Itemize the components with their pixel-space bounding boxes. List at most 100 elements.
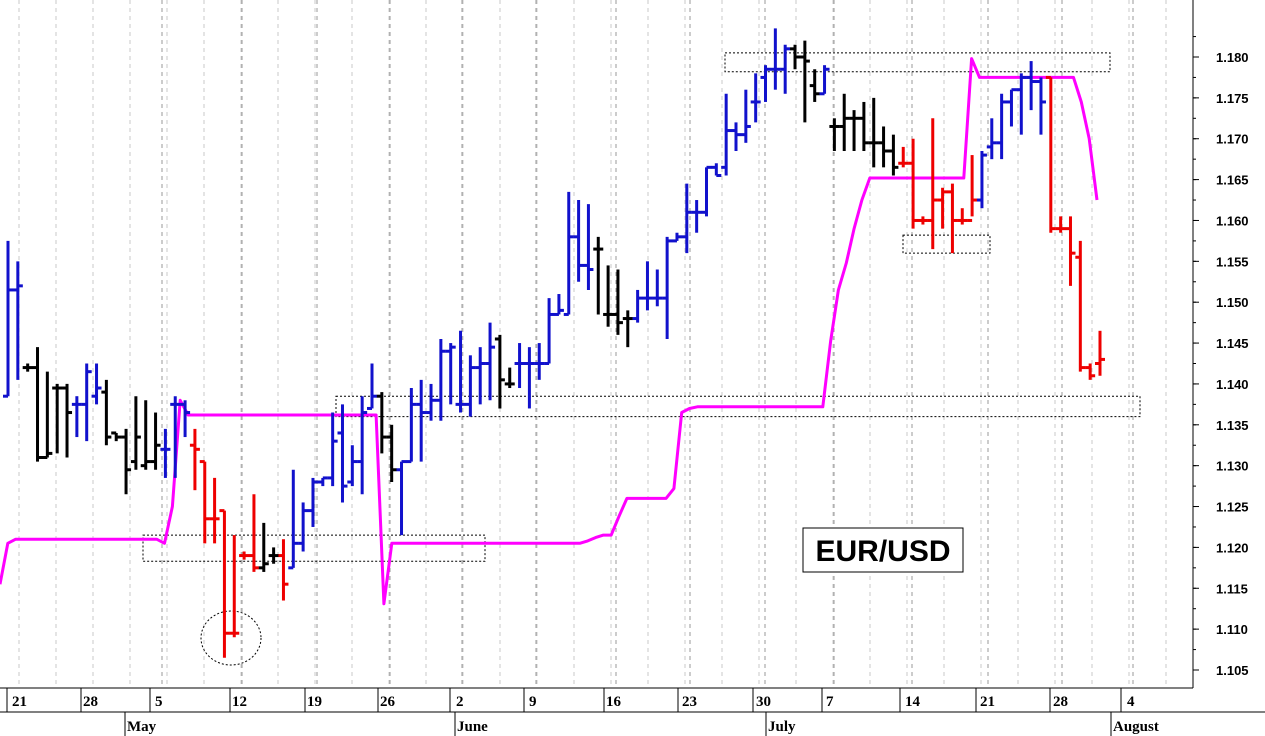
price-axis: 1.105 1.110 1.115 1.120 1.125 1.130 1.135 1.140…	[1192, 0, 1249, 688]
ohlc-bar	[927, 118, 938, 250]
ohlc-bar	[485, 322, 496, 401]
ohlc-bar	[298, 502, 309, 552]
ohlc-bar	[1026, 61, 1037, 111]
x-tick-label: 14	[905, 694, 921, 710]
ohlc-bar	[849, 110, 860, 151]
ohlc-bar	[1045, 75, 1056, 233]
ohlc-bar	[357, 396, 368, 495]
ohlc-bar	[180, 400, 191, 438]
zone-box	[335, 395, 1141, 418]
ohlc-bar	[721, 93, 732, 176]
ohlc-bar	[32, 347, 43, 462]
ohlc-bar	[121, 428, 132, 495]
x-tick-label: 30	[756, 694, 771, 710]
month-label: June	[457, 719, 488, 735]
ohlc-bar	[642, 261, 653, 311]
y-tick-label: 1.120	[1216, 540, 1249, 555]
ohlc-bar	[111, 431, 122, 442]
x-tick-label: 12	[232, 694, 247, 710]
ohlc-bar	[396, 460, 407, 536]
y-tick-label: 1.140	[1216, 377, 1249, 392]
ohlc-bar	[1016, 73, 1027, 135]
ohlc-bar	[790, 44, 801, 70]
ohlc-bar	[534, 343, 545, 380]
y-tick-label: 1.110	[1216, 622, 1248, 637]
ohlc-bar	[573, 200, 584, 282]
x-tick-label: 21	[980, 694, 995, 710]
pair-label: EUR/USD	[802, 527, 964, 573]
ohlc-bar	[1065, 216, 1076, 286]
y-tick-label: 1.165	[1216, 173, 1249, 188]
ohlc-bar	[888, 134, 899, 176]
x-tick-label: 23	[682, 694, 697, 710]
vertical-gridlines	[18, 0, 1167, 688]
ohlc-bar	[1095, 330, 1105, 376]
ohlc-bar	[406, 388, 417, 464]
ohlc-bar	[376, 392, 387, 454]
ohlc-bar	[662, 236, 673, 339]
ohlc-bar	[740, 89, 751, 143]
ohlc-bar	[258, 522, 269, 572]
ohlc-bar	[426, 383, 437, 421]
x-tick-label: 4	[1127, 694, 1135, 710]
ohlc-bar	[750, 73, 761, 123]
ohlc-bar	[307, 477, 318, 527]
ohlc-bar	[780, 44, 791, 94]
ohlc-bar	[130, 396, 141, 470]
ohlc-bar	[475, 347, 486, 405]
date-axis: 21 28 5 12 19 26 2 9 16 23 30 7 14 21 28 4 May June July Au…	[0, 687, 1265, 736]
ohlc-bar	[819, 65, 830, 96]
ohlc-bar	[150, 412, 161, 470]
ohlc-bar	[268, 547, 279, 564]
x-tick-label: 28	[83, 694, 98, 710]
pair-label-text: EUR/USD	[815, 535, 950, 568]
ohlc-bar	[278, 539, 289, 601]
ohlc-bar	[504, 367, 515, 389]
ohlc-bar	[583, 204, 594, 290]
ohlc-bar	[1085, 363, 1096, 380]
x-tick-label: 2	[456, 694, 464, 710]
x-tick-label: 9	[529, 694, 537, 710]
zone-box	[724, 52, 1111, 73]
ohlc-bar	[42, 371, 53, 459]
ohlc-bar	[1035, 77, 1046, 135]
ohlc-bar	[937, 187, 948, 229]
ohlc-bar	[563, 191, 574, 316]
ohlc-bar	[445, 343, 456, 405]
ohlc-bar	[967, 155, 978, 222]
price-bars	[3, 28, 1105, 658]
pair-label-box	[802, 527, 964, 573]
ohlc-bar	[22, 363, 33, 372]
ohlc-bar	[81, 363, 92, 442]
ohlc-bar	[632, 289, 643, 323]
y-tick-label: 1.180	[1216, 50, 1249, 65]
ohlc-bar	[435, 338, 446, 421]
ohlc-bar	[170, 396, 181, 478]
ohlc-bar	[248, 494, 259, 572]
ohlc-bar	[553, 294, 564, 316]
support-resistance-boxes	[142, 52, 1141, 666]
ohlc-bar	[731, 122, 741, 151]
month-label: May	[127, 719, 157, 735]
ohlc-bar	[219, 509, 230, 658]
ohlc-bar	[957, 208, 968, 225]
ohlc-bar	[858, 101, 869, 151]
ohlc-bar	[947, 183, 958, 254]
ohlc-bar	[1075, 240, 1086, 372]
x-tick-label: 28	[1053, 694, 1068, 710]
ohlc-bar	[544, 298, 555, 365]
ohlc-bar	[996, 93, 1007, 160]
y-tick-label: 1.160	[1216, 213, 1249, 228]
ohlc-bar	[671, 232, 682, 243]
ohlc-bar	[62, 383, 73, 458]
y-tick-label: 1.125	[1216, 500, 1249, 515]
zone-box	[142, 534, 486, 562]
ohlc-bar	[917, 216, 928, 225]
ohlc-bar	[976, 150, 987, 209]
ohlc-bar	[701, 165, 712, 217]
ohlc-bar	[1055, 216, 1066, 233]
y-tick-label: 1.155	[1216, 254, 1249, 269]
ohlc-bar	[809, 69, 820, 102]
y-tick-label: 1.145	[1216, 336, 1249, 351]
